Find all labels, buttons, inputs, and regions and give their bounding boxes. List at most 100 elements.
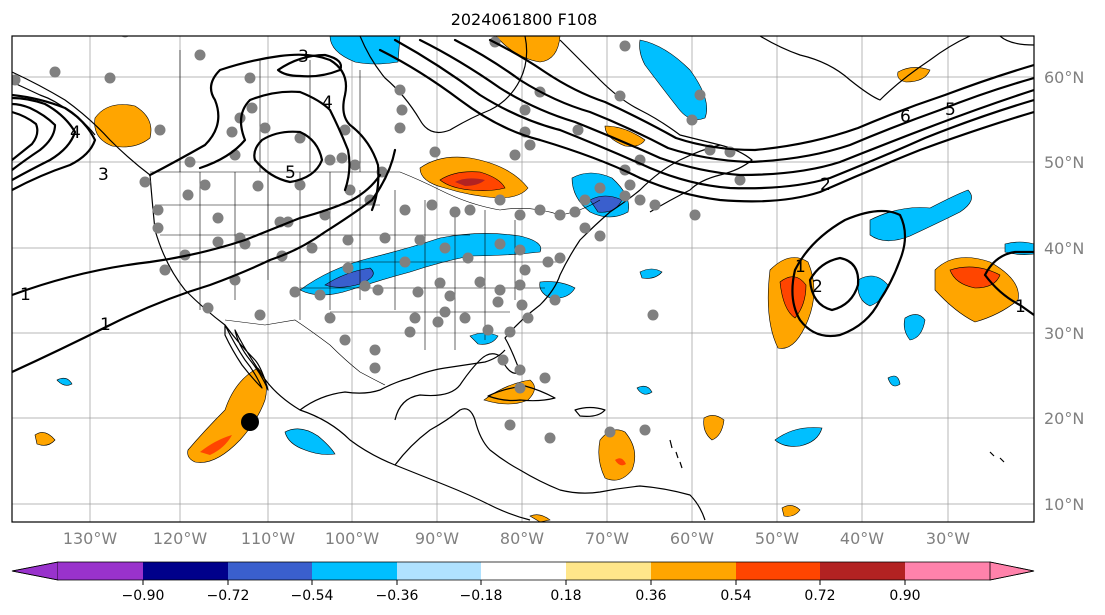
lat-label: 10°N: [1044, 495, 1084, 514]
station-dot: [152, 204, 164, 216]
lon-label: 90°W: [415, 529, 459, 548]
colorbar-tick-label: −0.90: [122, 588, 165, 604]
station-dot: [342, 262, 354, 274]
colorbar-frame: [11, 561, 1035, 581]
contour-label: 1: [20, 285, 31, 305]
border-provinces: [179, 50, 361, 172]
station-dot: [549, 294, 561, 306]
station-dot: [734, 174, 746, 186]
lon-label: 70°W: [585, 529, 629, 548]
station-dot: [594, 230, 606, 242]
station-dot: [339, 334, 351, 346]
shade-cyan-hudson: [329, 36, 401, 65]
colorbar-segment: [143, 562, 229, 580]
shade-cyan-atlantic-4: [903, 314, 926, 341]
station-dot: [324, 154, 336, 166]
station-dot: [212, 212, 224, 224]
station-dot: [462, 252, 474, 264]
station-dot: [394, 84, 406, 96]
colorbar-tick-label: 0.18: [550, 588, 581, 604]
station-dot: [449, 206, 461, 218]
colorbar-segment: [58, 562, 144, 580]
storm-marker: [241, 413, 259, 431]
station-dot: [579, 222, 591, 234]
colorbar-segment: [905, 562, 991, 580]
station-dot: [434, 277, 446, 289]
station-dot: [212, 236, 224, 248]
station-dot: [399, 256, 411, 268]
station-dot: [342, 234, 354, 246]
border-us-mexico: [224, 319, 386, 386]
station-dot: [614, 90, 626, 102]
station-dot: [514, 209, 526, 221]
coast-greenland: [759, 36, 971, 101]
station-dot: [349, 159, 361, 171]
station-dot: [226, 126, 238, 138]
station-dot: [49, 66, 61, 78]
station-dot: [159, 264, 171, 276]
lat-label: 20°N: [1044, 409, 1084, 428]
station-dot: [619, 190, 631, 202]
station-dot: [482, 324, 494, 336]
station-dot: [569, 206, 581, 218]
station-dot: [294, 132, 306, 144]
colorbar-segment: [481, 562, 567, 580]
station-dot: [154, 124, 166, 136]
station-dot: [604, 426, 616, 438]
contour-label: 4: [322, 93, 333, 113]
station-dot: [252, 180, 264, 192]
shade-orange-mexico: [187, 367, 267, 463]
colorbar-tick-label: −0.36: [376, 588, 419, 604]
station-dot: [539, 372, 551, 384]
station-dot: [336, 152, 348, 164]
contour-2-atlantic: [808, 256, 860, 312]
station-dot: [474, 276, 486, 288]
station-dots: [12, 36, 746, 444]
colorbar-segment: [397, 562, 482, 580]
station-dot: [647, 309, 659, 321]
shade-cyan-pacific-2: [56, 377, 73, 386]
station-dot: [464, 204, 476, 216]
colorbar-segment: [820, 562, 906, 580]
colorbar-segment: [736, 562, 821, 580]
station-dot: [254, 309, 266, 321]
station-dot: [314, 289, 326, 301]
contour-label: 2: [812, 277, 823, 297]
station-dot: [514, 244, 526, 256]
station-dot: [104, 72, 116, 84]
colorbar-tick-label: −0.72: [207, 588, 250, 604]
station-dot: [497, 354, 509, 366]
colorbar-tick-label: −0.18: [460, 588, 503, 604]
contour-lines: [12, 38, 1034, 374]
contour-label: 5: [945, 100, 956, 120]
contour-5-rockies: [253, 130, 324, 184]
station-dot: [139, 176, 151, 188]
lat-label: 50°N: [1044, 153, 1084, 172]
station-dot: [534, 204, 546, 216]
station-dot: [246, 102, 258, 114]
lon-label: 40°W: [840, 529, 884, 548]
contour-label: 3: [298, 47, 309, 67]
station-dot: [289, 286, 301, 298]
station-dot: [369, 362, 381, 374]
contour-label: 1: [100, 315, 111, 335]
station-dot: [324, 312, 336, 324]
coast-iceland: [999, 36, 1034, 46]
colorbar-extend-max: [989, 561, 1035, 581]
station-dot: [344, 184, 356, 196]
longitude-labels: 130°W 120°W 110°W 100°W 90°W 80°W 70°W 6…: [63, 529, 970, 548]
station-dot: [542, 256, 554, 268]
contour-2-jet: [378, 48, 1034, 203]
station-dot: [519, 264, 531, 276]
contour-label: 1: [1015, 297, 1026, 317]
shade-orange-caribbean: [598, 429, 636, 481]
coast-hispaniola: [574, 406, 606, 417]
shade-cyan-small-3: [636, 385, 653, 395]
station-dot: [339, 124, 351, 136]
station-dot: [414, 234, 426, 246]
station-dot: [459, 312, 471, 324]
station-dot: [429, 146, 441, 158]
contour-1-south-2: [12, 148, 397, 374]
coast-labrador: [559, 39, 721, 146]
